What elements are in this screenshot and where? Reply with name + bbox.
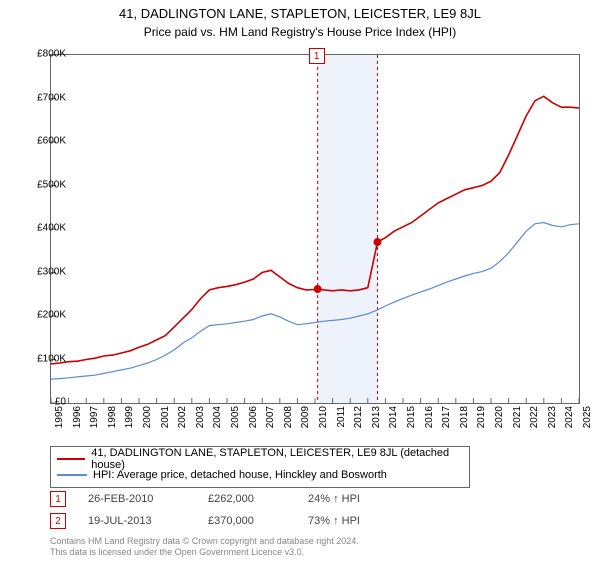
x-tick-label: 2021: [512, 406, 523, 436]
sales-table: 1 26-FEB-2010 £262,000 24% ↑ HPI 2 19-JU…: [50, 490, 428, 534]
sale-date: 19-JUL-2013: [88, 515, 208, 527]
x-tick-label: 2024: [564, 406, 575, 436]
legend-label-hpi: HPI: Average price, detached house, Hinc…: [93, 469, 387, 481]
x-tick-label: 2022: [529, 406, 540, 436]
chart-title: 41, DADLINGTON LANE, STAPLETON, LEICESTE…: [0, 6, 600, 21]
x-tick-label: 2000: [142, 406, 153, 436]
x-tick-label: 2005: [230, 406, 241, 436]
x-tick-label: 2018: [459, 406, 470, 436]
sale-price: £262,000: [208, 493, 308, 505]
sale-vs-hpi: 73% ↑ HPI: [308, 515, 428, 527]
x-tick-label: 2025: [582, 406, 593, 436]
x-tick-label: 2006: [248, 406, 259, 436]
legend-swatch-hpi: [57, 474, 87, 476]
sale-marker-2: 2: [50, 513, 66, 529]
legend-swatch-property: [57, 458, 85, 460]
legend-label-property: 41, DADLINGTON LANE, STAPLETON, LEICESTE…: [91, 447, 463, 471]
x-tick-label: 2001: [160, 406, 171, 436]
x-tick-label: 2004: [212, 406, 223, 436]
chart-subtitle: Price paid vs. HM Land Registry's House …: [0, 25, 600, 39]
x-tick-label: 1998: [107, 406, 118, 436]
x-tick-label: 2010: [318, 406, 329, 436]
plot-area: [50, 54, 580, 404]
x-tick-label: 1999: [124, 406, 135, 436]
x-tick-label: 2011: [336, 406, 347, 436]
x-tick-label: 2002: [177, 406, 188, 436]
sale-vs-hpi: 24% ↑ HPI: [308, 493, 428, 505]
sale-date: 26-FEB-2010: [88, 493, 208, 505]
y-tick-label: £400K: [20, 223, 66, 234]
x-tick-label: 2016: [424, 406, 435, 436]
sale-price: £370,000: [208, 515, 308, 527]
y-tick-label: £600K: [20, 136, 66, 147]
sale-row: 1 26-FEB-2010 £262,000 24% ↑ HPI: [50, 490, 428, 508]
x-tick-label: 2003: [195, 406, 206, 436]
chart-container: 41, DADLINGTON LANE, STAPLETON, LEICESTE…: [0, 6, 600, 566]
chart-svg: [51, 55, 579, 403]
footer-line2: This data is licensed under the Open Gov…: [50, 547, 359, 558]
y-tick-label: £800K: [20, 49, 66, 60]
sale-row: 2 19-JUL-2013 £370,000 73% ↑ HPI: [50, 512, 428, 530]
legend-item-property: 41, DADLINGTON LANE, STAPLETON, LEICESTE…: [57, 451, 463, 467]
x-tick-label: 2014: [388, 406, 399, 436]
y-tick-label: £700K: [20, 92, 66, 103]
x-tick-label: 2015: [406, 406, 417, 436]
x-tick-label: 1996: [72, 406, 83, 436]
y-tick-label: £100K: [20, 353, 66, 364]
x-tick-label: 2008: [283, 406, 294, 436]
x-tick-label: 2020: [494, 406, 505, 436]
y-tick-label: £200K: [20, 310, 66, 321]
chart-marker-label: 1: [309, 48, 325, 64]
x-tick-label: 2017: [441, 406, 452, 436]
x-tick-label: 2009: [300, 406, 311, 436]
y-tick-label: £300K: [20, 266, 66, 277]
x-tick-label: 2013: [371, 406, 382, 436]
x-tick-label: 2019: [476, 406, 487, 436]
sale-marker-1: 1: [50, 491, 66, 507]
x-tick-label: 2023: [547, 406, 558, 436]
footer: Contains HM Land Registry data © Crown c…: [50, 536, 359, 559]
x-tick-label: 1995: [54, 406, 65, 436]
x-tick-label: 2012: [353, 406, 364, 436]
x-tick-label: 1997: [89, 406, 100, 436]
footer-line1: Contains HM Land Registry data © Crown c…: [50, 536, 359, 547]
y-tick-label: £500K: [20, 179, 66, 190]
legend: 41, DADLINGTON LANE, STAPLETON, LEICESTE…: [50, 446, 470, 488]
x-tick-label: 2007: [265, 406, 276, 436]
